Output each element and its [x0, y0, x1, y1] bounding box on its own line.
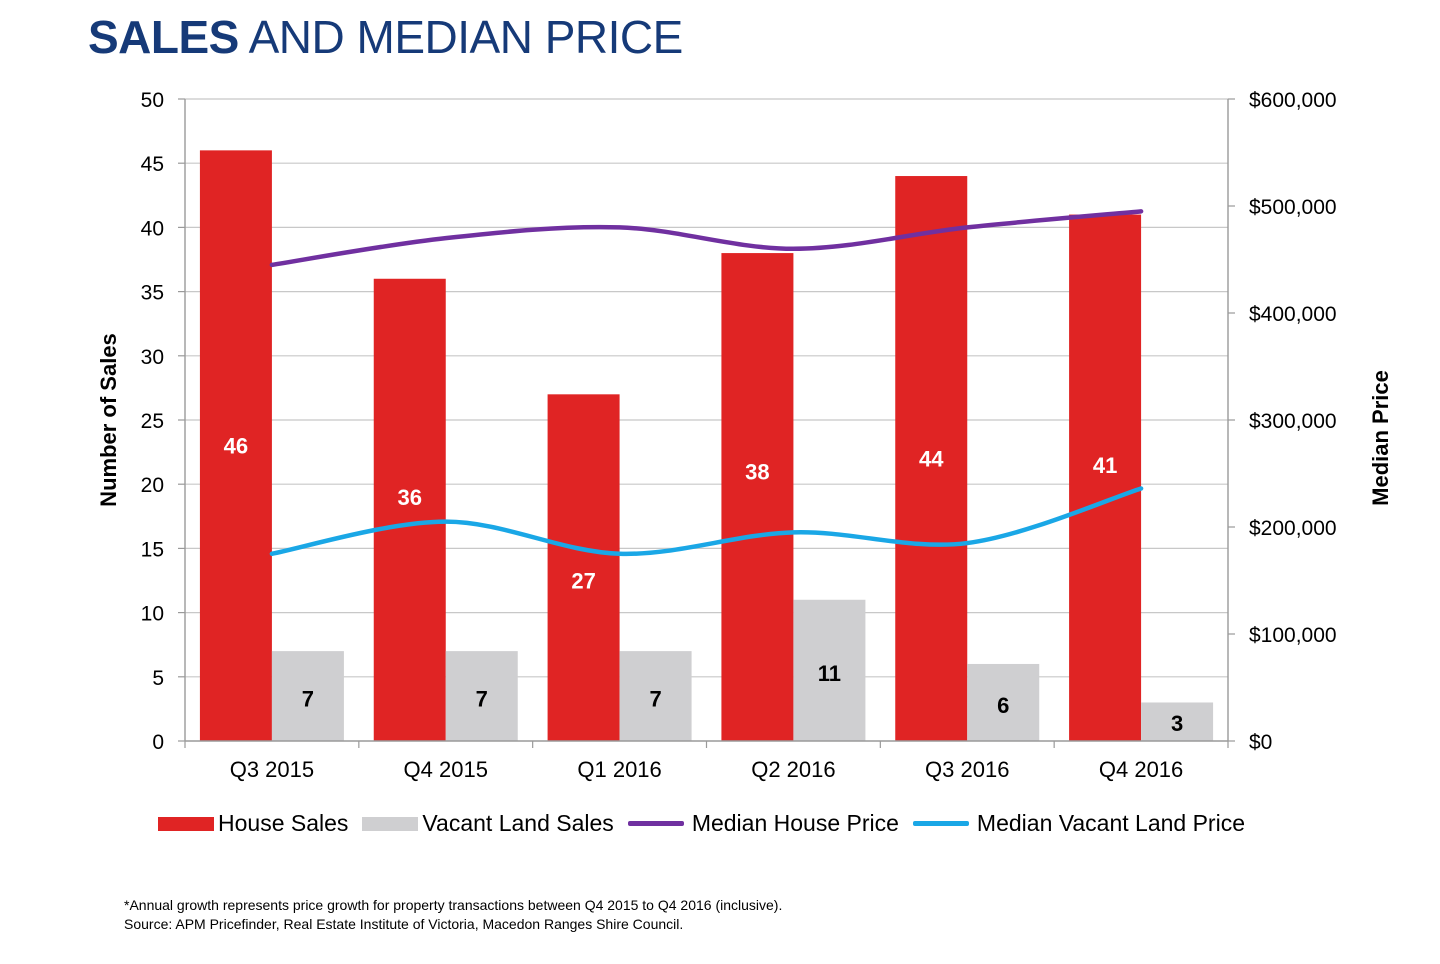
footnote-line-2: Source: APM Pricefinder, Real Estate Ins… — [124, 916, 684, 932]
legend-label-house-sales: House Sales — [218, 810, 349, 836]
data-label-house-sales: 27 — [571, 569, 595, 594]
y2-tick-label: $300,000 — [1249, 410, 1337, 433]
data-label-house-sales: 44 — [919, 447, 944, 472]
legend-median-house-price: Median House Price — [627, 810, 899, 837]
bar-house-sales — [895, 176, 968, 742]
legend-median-vacant-land-price: Median Vacant Land Price — [912, 810, 1245, 837]
page-title: SALES AND MEDIAN PRICE — [88, 10, 683, 64]
bar-vacant-land-sales — [619, 651, 692, 741]
y-tick-label: 40 — [141, 217, 164, 240]
line-median-vacant-land-price — [269, 486, 1144, 557]
x-tick-label: Q3 2016 — [925, 757, 1009, 782]
bar-vacant-land-sales — [445, 651, 518, 741]
data-label-house-sales: 41 — [1093, 453, 1117, 478]
legend-label-median-vacant-land-price: Median Vacant Land Price — [976, 810, 1245, 836]
bar-house-sales — [373, 278, 446, 741]
x-tick-label: Q2 2016 — [751, 757, 835, 782]
y2-tick-label: $0 — [1249, 731, 1272, 754]
y-tick-label: 15 — [141, 538, 164, 561]
x-tick-label: Q4 2015 — [404, 757, 488, 782]
legend-swatch-median-vacant-land-price — [912, 821, 969, 826]
legend-house-sales: House Sales — [158, 810, 348, 837]
y-tick-label: 10 — [141, 603, 164, 626]
line-median-house-price — [269, 209, 1144, 268]
footnote: *Annual growth represents price growth f… — [124, 896, 782, 934]
chart-legend: House Sales Vacant Land Sales Median Hou… — [158, 810, 1259, 837]
data-label-vacant-land-sales: 6 — [997, 693, 1009, 718]
legend-vacant-land-sales: Vacant Land Sales — [362, 810, 614, 837]
y-tick-label: 50 — [141, 89, 164, 112]
data-label-house-sales: 36 — [398, 485, 422, 510]
y2-tick-label: $200,000 — [1249, 517, 1337, 540]
data-label-house-sales: 38 — [745, 459, 769, 484]
y-tick-label: 20 — [141, 474, 164, 497]
legend-swatch-house-sales — [158, 816, 214, 831]
data-label-vacant-land-sales: 3 — [1171, 711, 1183, 736]
x-tick-label: Q1 2016 — [577, 757, 661, 782]
bar-house-sales — [721, 253, 794, 741]
sales-median-price-chart: 0 5 10 15 20 25 30 35 40 45 50 $0 $100,000 $200,000 $3… — [96, 89, 1393, 782]
y-axis-title: Number of Sales — [96, 333, 121, 507]
legend-label-median-house-price: Median House Price — [691, 810, 899, 836]
y-tick-label: 25 — [141, 410, 164, 433]
bar-house-sales — [199, 150, 272, 742]
data-label-vacant-land-sales: 7 — [649, 687, 661, 712]
legend-swatch-median-house-price — [627, 821, 684, 826]
legend-swatch-vacant-land-sales — [362, 816, 419, 831]
footnote-line-1: *Annual growth represents price growth f… — [124, 897, 783, 913]
y-tick-label: 30 — [141, 346, 164, 369]
data-label-vacant-land-sales: 7 — [302, 687, 314, 712]
data-label-vacant-land-sales: 11 — [818, 661, 841, 686]
data-label-vacant-land-sales: 7 — [476, 687, 488, 712]
y2-tick-label: $400,000 — [1249, 303, 1337, 326]
bar-vacant-land-sales — [967, 663, 1040, 741]
title-rest: AND MEDIAN PRICE — [238, 11, 684, 63]
bar-house-sales — [1069, 214, 1142, 741]
bar-vacant-land-sales — [271, 651, 344, 741]
y-tick-label: 45 — [141, 153, 164, 176]
y2-axis-title: Median Price — [1368, 370, 1393, 506]
y-tick-label: 0 — [152, 731, 164, 754]
y-tick-label: 35 — [141, 282, 164, 305]
data-label-house-sales: 46 — [224, 434, 248, 459]
x-tick-label: Q4 2016 — [1099, 757, 1183, 782]
y2-tick-label: $600,000 — [1249, 89, 1337, 112]
y2-tick-label: $500,000 — [1249, 196, 1337, 219]
bar-vacant-land-sales — [793, 599, 866, 741]
y2-tick-label: $100,000 — [1249, 624, 1337, 647]
title-bold: SALES — [88, 11, 239, 63]
bar-house-sales — [547, 394, 620, 741]
legend-label-vacant-land-sales: Vacant Land Sales — [422, 810, 614, 836]
y-tick-label: 5 — [152, 667, 164, 690]
bar-vacant-land-sales — [1141, 702, 1214, 741]
x-tick-label: Q3 2015 — [230, 757, 314, 782]
